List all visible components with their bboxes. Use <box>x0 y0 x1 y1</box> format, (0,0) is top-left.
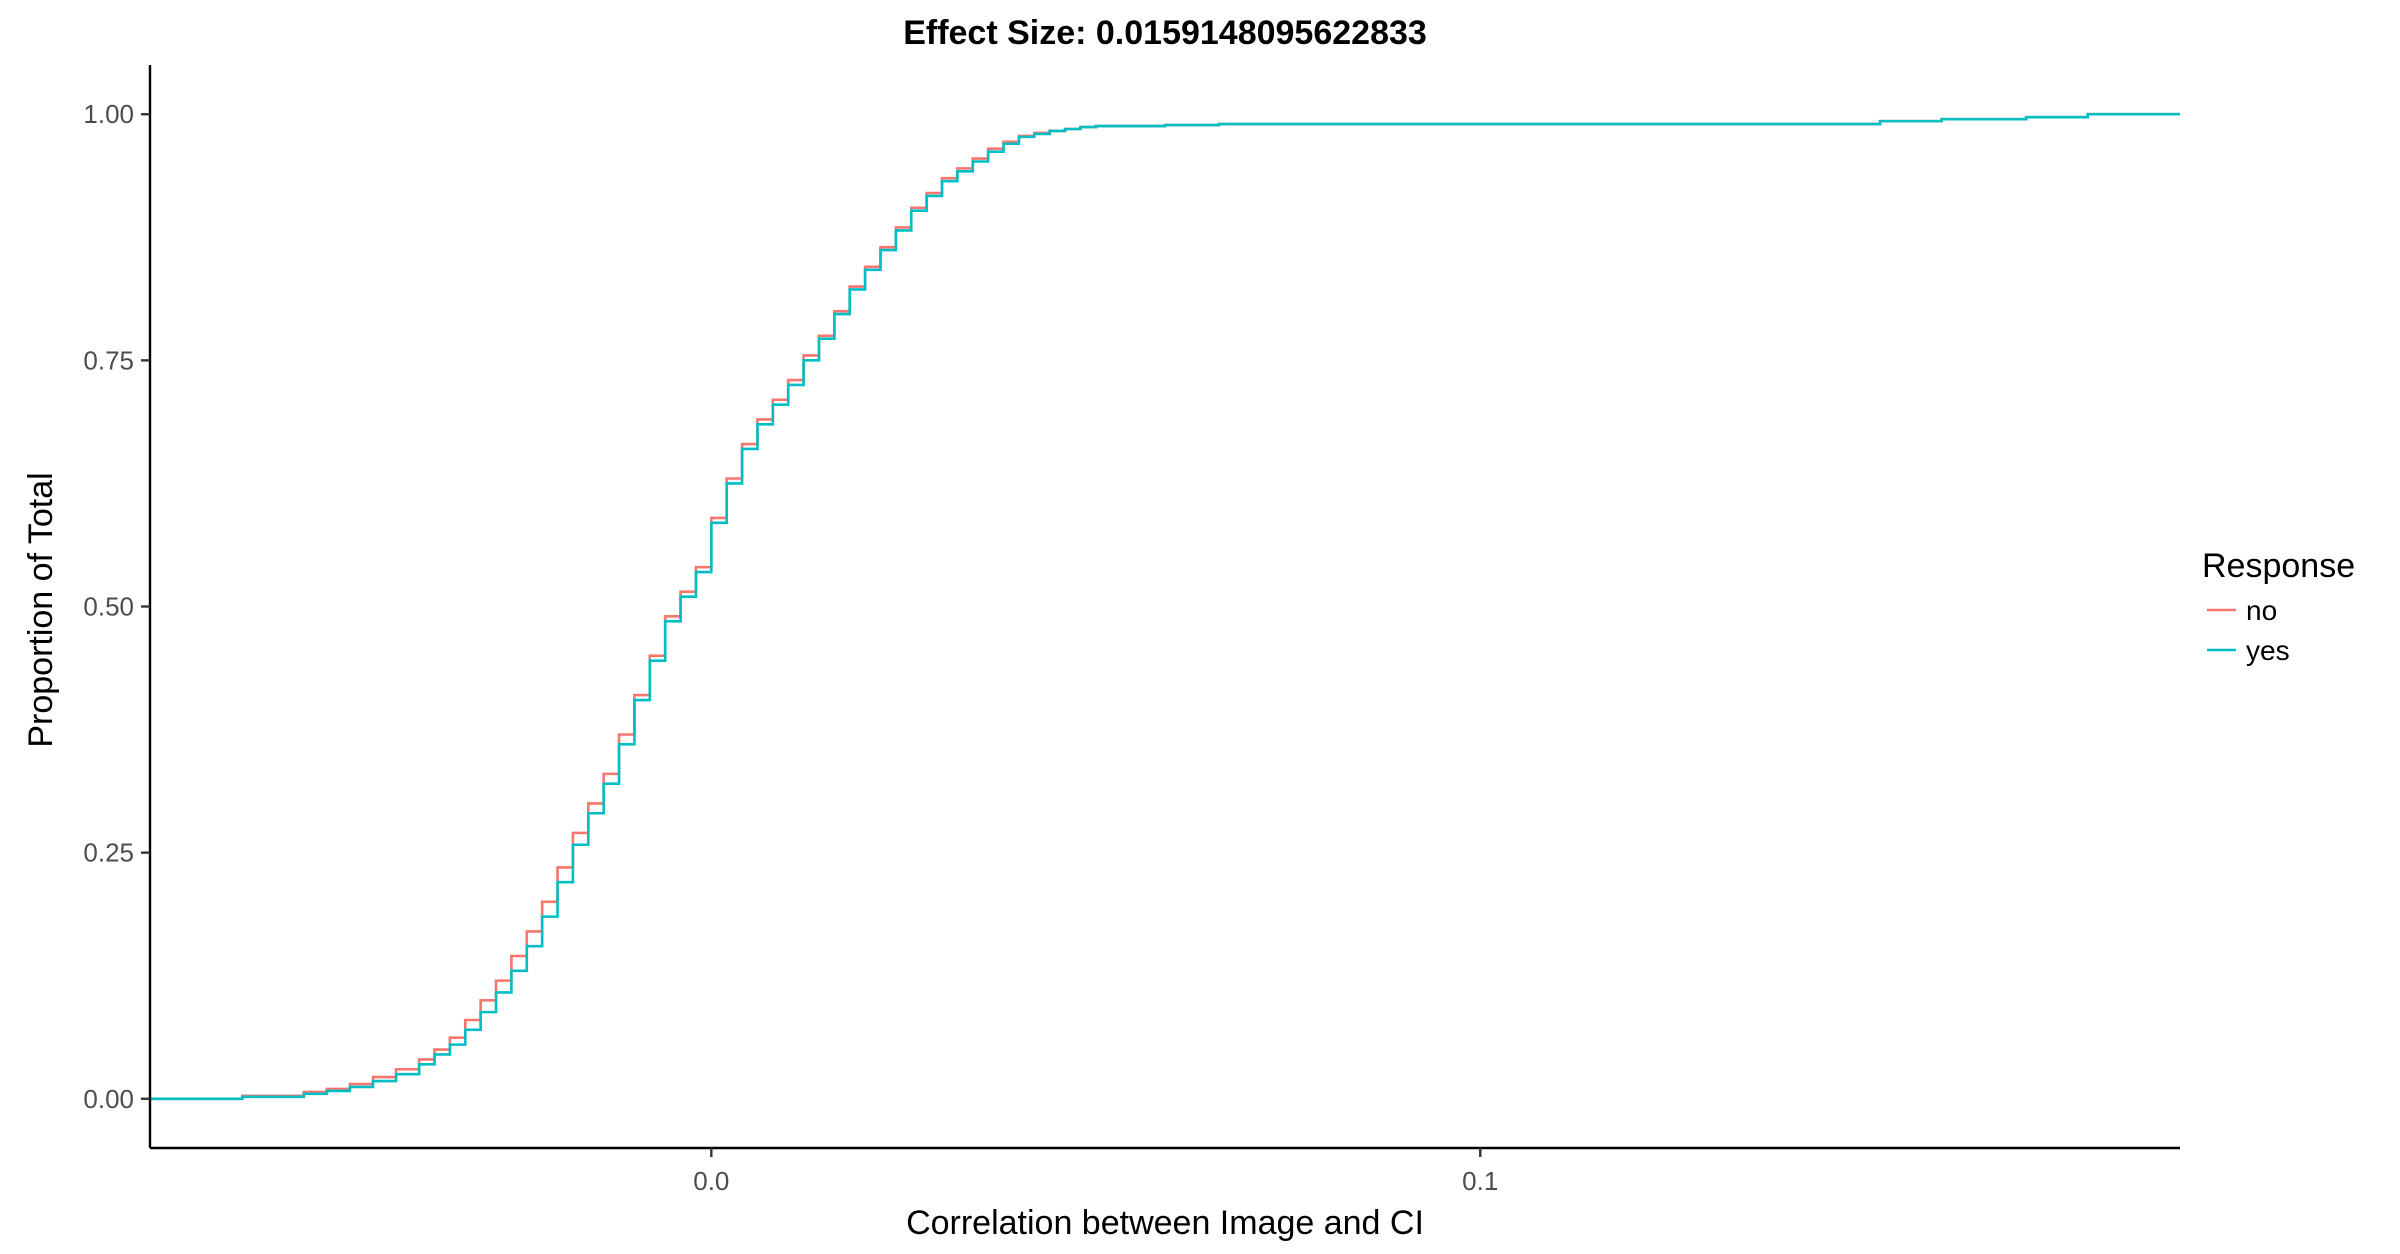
y-tick-label: 0.75 <box>83 345 134 375</box>
x-tick-label: 0.1 <box>1462 1166 1498 1196</box>
legend-title: Response <box>2202 547 2355 585</box>
legend-label-yes: yes <box>2246 635 2290 666</box>
plot-area: 0.00 0.25 0.50 0.75 1.00 0.0 0.1 <box>83 65 2180 1196</box>
legend-items: no yes <box>2207 595 2290 666</box>
y-tick-label: 1.00 <box>83 99 134 129</box>
series-line-yes <box>150 112 2180 1101</box>
y-axis-ticks: 0.00 0.25 0.50 0.75 1.00 <box>83 99 150 1114</box>
x-tick-label: 0.0 <box>693 1166 729 1196</box>
y-tick-label: 0.50 <box>83 592 134 622</box>
x-axis-title: Correlation between Image and CI <box>906 1204 1424 1242</box>
y-axis-title: Proportion of Total <box>22 472 60 747</box>
chart-title: Effect Size: 0.0159148095622833 <box>903 14 1427 52</box>
y-tick-label: 0.00 <box>83 1084 134 1114</box>
series-layer <box>150 112 2180 1101</box>
legend-label-no: no <box>2246 595 2277 626</box>
legend: Response no yes <box>2202 547 2355 666</box>
y-tick-label: 0.25 <box>83 838 134 868</box>
x-axis-ticks: 0.0 0.1 <box>693 1148 1498 1196</box>
